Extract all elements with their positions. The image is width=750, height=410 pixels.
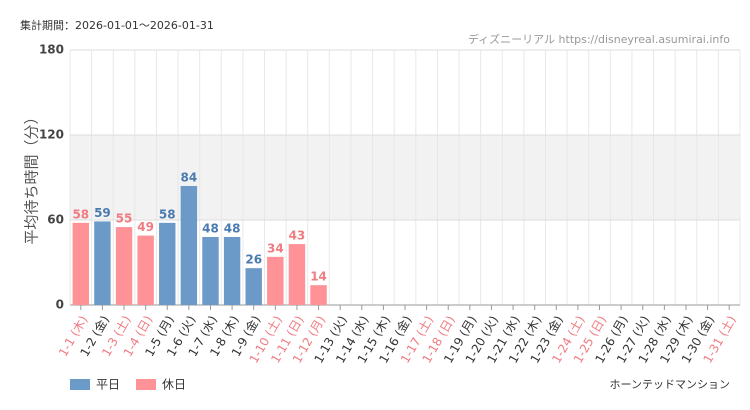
data-label: 48	[202, 222, 219, 236]
data-label: 58	[72, 207, 89, 221]
legend-label: 平日	[96, 378, 120, 392]
data-label: 26	[245, 253, 262, 267]
bar	[288, 244, 306, 305]
bar	[72, 222, 90, 305]
bar	[202, 237, 219, 305]
data-label: 43	[289, 229, 306, 243]
y-tick-label: 120	[39, 128, 64, 142]
bar	[310, 285, 327, 305]
bar	[223, 237, 241, 305]
y-tick-label: 180	[39, 43, 64, 57]
bar	[180, 186, 198, 305]
data-label: 14	[310, 270, 327, 284]
data-label: 48	[224, 222, 241, 236]
data-label: 55	[116, 212, 133, 226]
y-axis-label: 平均待ち時間（分）	[23, 109, 41, 244]
legend-swatch	[70, 379, 90, 390]
data-label: 84	[181, 171, 198, 185]
bar	[159, 222, 176, 305]
data-label: 59	[94, 206, 111, 220]
chart-title: 集計期間：2026-01-01～2026-01-31	[20, 18, 214, 32]
bar	[115, 227, 133, 305]
data-label: 58	[159, 207, 176, 221]
data-label: 34	[267, 241, 284, 255]
y-tick-label: 60	[47, 213, 64, 227]
legend-swatch	[136, 379, 156, 390]
bar	[245, 268, 262, 305]
y-tick-label: 0	[56, 298, 64, 312]
legend-label: 休日	[162, 378, 186, 392]
bar	[137, 235, 154, 305]
source: ディズニーリアル https://disneyreal.asumirai.inf…	[468, 32, 730, 46]
bar	[267, 256, 284, 305]
footer: ホーンテッドマンション	[610, 378, 730, 391]
data-label: 49	[137, 220, 154, 234]
bar	[94, 221, 111, 305]
